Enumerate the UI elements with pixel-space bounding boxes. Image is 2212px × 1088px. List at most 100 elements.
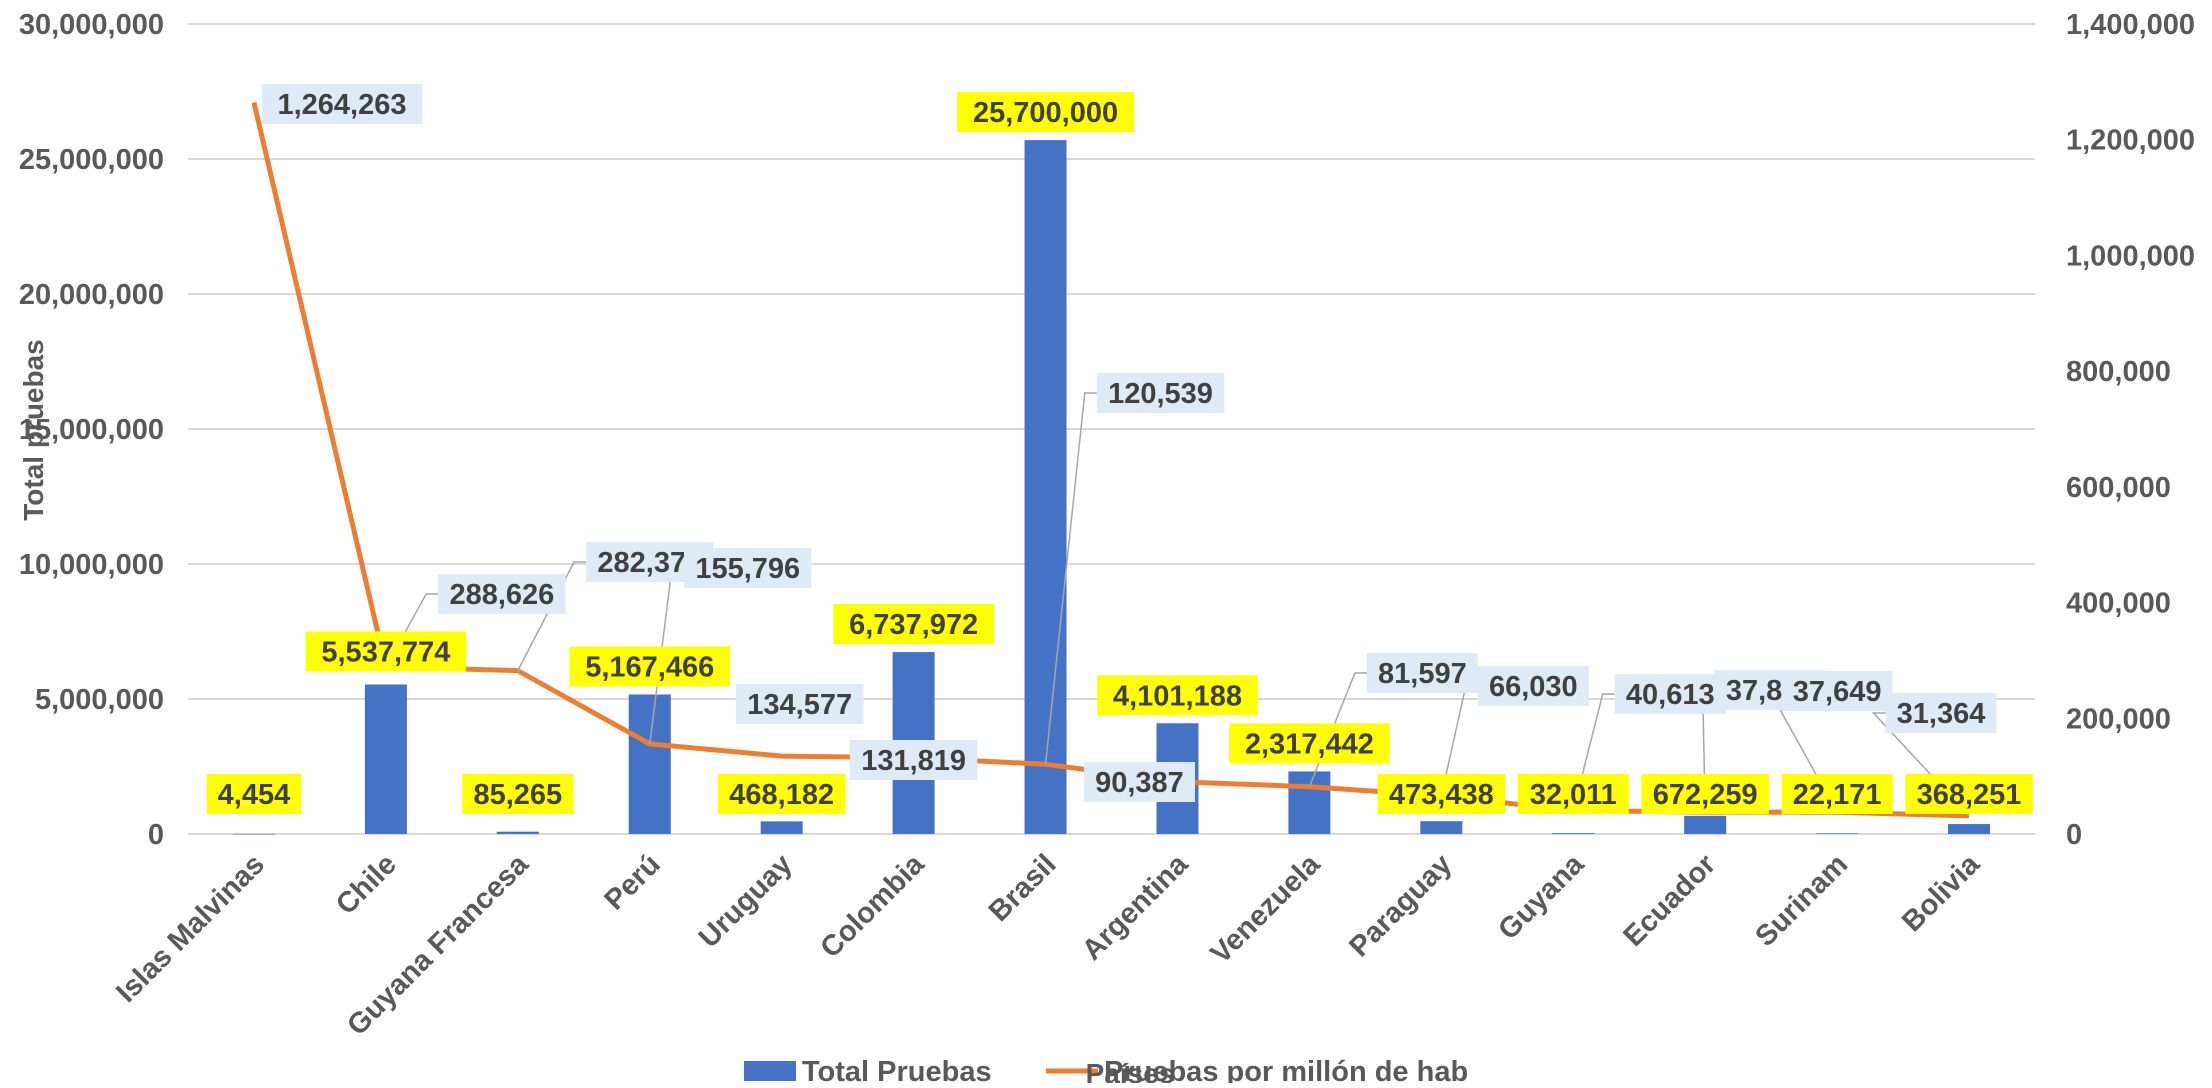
line-data-label-bg	[735, 684, 864, 724]
line-data-label-bg	[261, 84, 423, 124]
bar-data-label-bg	[1781, 774, 1893, 814]
line-data-label: 37,649	[1781, 671, 1893, 711]
y-tick-label: 0	[148, 819, 164, 851]
bar-data-label-bg	[1377, 774, 1506, 814]
y2-tick-label: 600,000	[2066, 472, 2171, 504]
line-data-label-text: 66,030	[1489, 671, 1578, 703]
line-data-label-text: 37,649	[1793, 676, 1882, 708]
bar	[1816, 833, 1859, 834]
line-data-label-text: 120,539	[1108, 378, 1213, 410]
line-data-label: 66,030	[1477, 666, 1589, 706]
line-data-label-bg	[1477, 666, 1589, 706]
bar	[628, 694, 671, 834]
leader-line	[1044, 392, 1097, 765]
line-data-label-text: 134,577	[747, 689, 852, 721]
y2-tick-label: 0	[2066, 819, 2082, 851]
line-data-label: 131,819	[849, 740, 978, 780]
bar-data-label-bg	[957, 92, 1135, 133]
line-data-label: 81,597	[1366, 653, 1478, 693]
x-tick-label: Argentina	[1076, 848, 1195, 967]
y2-tick-label: 200,000	[2066, 703, 2171, 735]
line-data-label-bg	[438, 574, 566, 614]
bar	[1024, 140, 1067, 835]
bar	[1288, 771, 1331, 834]
bar-data-label-text: 5,167,466	[585, 651, 714, 683]
line-data-label-text: 155,796	[695, 553, 800, 585]
bar-data-label: 6,737,972	[833, 604, 994, 645]
line-data-label-text: 81,597	[1378, 658, 1467, 690]
line-data-label-bg	[1781, 671, 1893, 711]
legend-swatch-total-pruebas	[744, 1061, 796, 1081]
leader-line	[1572, 693, 1615, 811]
bar-data-label: 368,251	[1905, 774, 2033, 814]
y2-tick-label: 1,400,000	[2066, 9, 2195, 41]
bar-data-label: 468,182	[717, 774, 846, 814]
bar	[760, 821, 803, 834]
x-tick-label: Venezuela	[1205, 848, 1327, 970]
line-data-label-bg	[1096, 373, 1225, 413]
bar-data-label-bg	[1097, 675, 1258, 716]
bar-data-label: 4,454	[206, 774, 302, 814]
bar-data-label-text: 473,438	[1389, 779, 1494, 811]
line-data-label: 120,539	[1096, 373, 1225, 413]
line-data-label-bg	[1366, 653, 1478, 693]
bar-data-label: 5,167,466	[569, 646, 730, 687]
y2-tick-label: 800,000	[2066, 356, 2171, 388]
y2-tick-label: 1,200,000	[2066, 125, 2195, 157]
y-tick-label: 10,000,000	[19, 549, 164, 581]
bar-data-label-bg	[833, 604, 994, 645]
line-data-label: 155,796	[684, 548, 812, 588]
line-data-label: 134,577	[735, 684, 864, 724]
bar	[1684, 815, 1727, 834]
y-tick-label: 30,000,000	[19, 9, 164, 41]
bar-data-label: 4,101,188	[1097, 675, 1258, 716]
line-data-label-text: 131,819	[861, 745, 966, 777]
line-data-label-text: 40,613	[1626, 679, 1715, 711]
x-tick-label: Uruguay	[693, 848, 799, 954]
x-tick-label: Colombia	[815, 848, 932, 965]
bar-data-label-bg	[1641, 774, 1769, 814]
bar-data-label-bg	[1517, 774, 1629, 814]
bar	[364, 684, 407, 834]
line-data-label: 90,387	[1083, 762, 1195, 802]
leader-line	[517, 561, 587, 671]
line-data-label-bg	[1614, 674, 1726, 714]
bar-data-label-bg	[462, 774, 574, 814]
bar	[232, 833, 275, 835]
bar-data-label: 473,438	[1377, 774, 1506, 814]
line-data-label-text: 90,387	[1095, 767, 1184, 799]
gridlines	[188, 23, 2035, 835]
y-tick-label: 25,000,000	[19, 144, 164, 176]
y-tick-label: 20,000,000	[19, 279, 164, 311]
bar	[496, 831, 539, 834]
bar-data-label-text: 672,259	[1653, 779, 1758, 811]
line-data-label-text: 31,364	[1897, 698, 1986, 730]
line-data-label-bg	[1083, 762, 1195, 802]
bar-data-label-text: 2,317,442	[1245, 728, 1374, 760]
bar-data-label-text: 32,011	[1530, 779, 1617, 811]
x-tick-label: Bolivia	[1896, 848, 1986, 938]
y2-tick-label: 400,000	[2066, 588, 2171, 620]
y-tick-label: 5,000,000	[35, 684, 164, 716]
bar-data-label-text: 5,537,774	[321, 636, 450, 668]
bar-data-label-text: 468,182	[729, 779, 834, 811]
line-data-label: 288,626	[438, 574, 566, 614]
bar	[1948, 824, 1991, 834]
x-tick-label: Paraguay	[1343, 848, 1458, 963]
line-data-label: 31,364	[1885, 693, 1997, 733]
bar-data-label: 25,700,000	[957, 92, 1135, 133]
x-tick-label: Brasil	[983, 848, 1063, 928]
x-tick-label: Islas Malvinas	[110, 848, 271, 1009]
bar-data-label-bg	[206, 774, 302, 814]
line-data-label-bg	[684, 548, 812, 588]
y-axis-left-ticks: 0 5,000,000 10,000,000 15,000,000 20,000,000…	[19, 9, 164, 851]
x-tick-label: Ecuador	[1617, 848, 1722, 953]
x-tick-label: Chile	[330, 848, 403, 921]
x-tick-label: Guyana	[1492, 848, 1590, 946]
bar	[1420, 821, 1463, 834]
y-axis-title: Total pruebas	[18, 339, 49, 521]
line-data-label-bg	[849, 740, 978, 780]
